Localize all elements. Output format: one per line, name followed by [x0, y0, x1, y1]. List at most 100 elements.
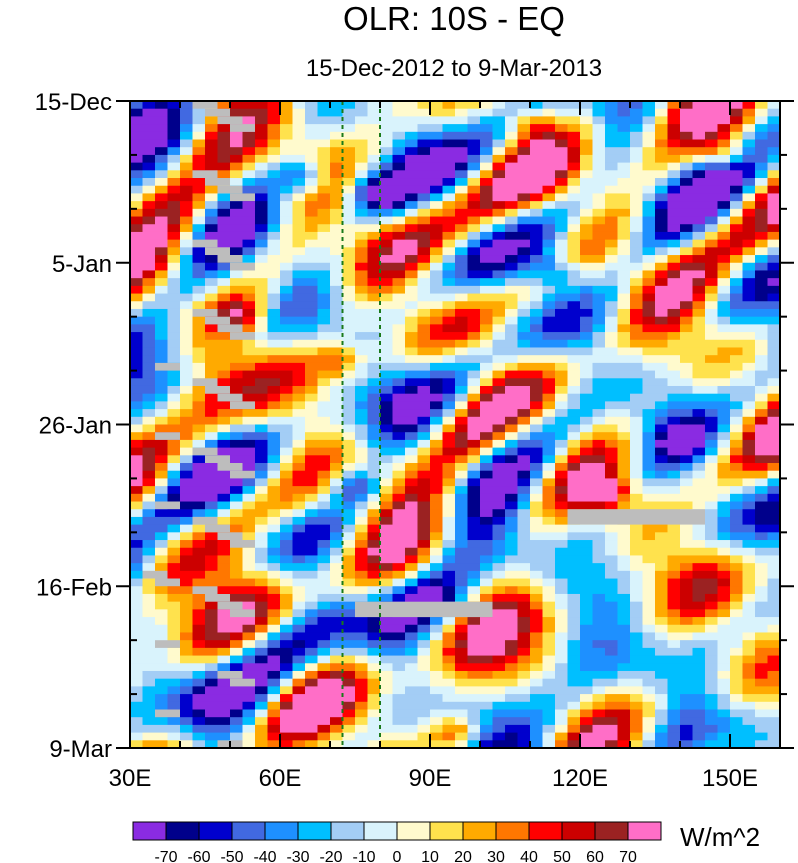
heatmap-cell: [330, 409, 344, 418]
heatmap-cell: [267, 709, 281, 718]
heatmap-cell: [430, 239, 444, 248]
heatmap-cell: [592, 740, 606, 748]
heatmap-cell: [255, 717, 269, 726]
heatmap-cell: [442, 324, 456, 333]
heatmap-cell: [330, 609, 344, 618]
heatmap-cell: [417, 231, 431, 241]
heatmap-cell: [667, 570, 681, 580]
heatmap-cell: [342, 663, 356, 672]
heatmap-cell: [242, 147, 256, 156]
heatmap-cell: [667, 162, 681, 171]
heatmap-cell: [217, 339, 231, 349]
heatmap-cell: [342, 193, 356, 202]
heatmap-cell: [130, 717, 144, 726]
heatmap-cell: [730, 147, 744, 156]
heatmap-cell: [192, 201, 206, 210]
heatmap-cell: [630, 262, 644, 272]
heatmap-cell: [417, 532, 431, 541]
heatmap-cell: [567, 601, 581, 610]
colorbar-swatch: [462, 821, 497, 841]
heatmap-cell: [467, 339, 481, 349]
heatmap-cell: [480, 647, 494, 657]
heatmap-cell: [192, 316, 206, 325]
heatmap-cell: [155, 347, 169, 356]
heatmap-cell: [580, 393, 594, 402]
heatmap-cell: [455, 139, 469, 148]
heatmap-cell: [617, 578, 631, 587]
heatmap-cell: [367, 478, 381, 487]
heatmap-cell: [317, 224, 331, 233]
heatmap-cell: [355, 239, 369, 248]
heatmap-cell: [130, 647, 144, 657]
heatmap-cell: [417, 378, 431, 387]
heatmap-cell: [542, 178, 556, 187]
heatmap-cell: [417, 678, 431, 687]
heatmap-cell: [680, 378, 694, 387]
heatmap-cell: [742, 308, 756, 318]
heatmap-cell: [542, 447, 556, 456]
heatmap-cell: [342, 655, 356, 664]
heatmap-cell: [280, 617, 294, 626]
heatmap-cell: [542, 201, 556, 210]
heatmap-cell: [230, 131, 244, 141]
heatmap-cell: [705, 670, 719, 680]
heatmap-cell: [280, 655, 294, 664]
heatmap-cell: [255, 547, 269, 557]
heatmap-cell: [355, 524, 369, 533]
heatmap-cell: [405, 178, 419, 187]
missing-data-patch: [217, 393, 243, 402]
heatmap-cell: [680, 239, 694, 248]
heatmap-cell: [167, 516, 181, 526]
heatmap-cell: [717, 555, 731, 564]
heatmap-cell: [167, 154, 181, 164]
heatmap-cell: [267, 208, 281, 218]
heatmap-cell: [555, 378, 569, 387]
heatmap-cell: [555, 116, 569, 125]
heatmap-cell: [667, 385, 681, 395]
heatmap-cell: [705, 740, 719, 748]
heatmap-cell: [280, 108, 294, 117]
heatmap-cell: [317, 154, 331, 164]
heatmap-cell: [367, 308, 381, 318]
heatmap-cell: [592, 162, 606, 171]
heatmap-cell: [405, 717, 419, 726]
heatmap-cell: [655, 478, 669, 487]
heatmap-cell: [630, 439, 644, 449]
heatmap-cell: [655, 724, 669, 734]
heatmap-cell: [655, 162, 669, 171]
heatmap-cell: [255, 285, 269, 295]
heatmap-cell: [442, 316, 456, 325]
heatmap-cell: [530, 732, 544, 741]
heatmap-cell: [242, 347, 256, 356]
heatmap-cell: [167, 447, 181, 456]
heatmap-cell: [530, 709, 544, 718]
heatmap-cell: [505, 470, 519, 480]
heatmap-cell: [417, 524, 431, 533]
heatmap-cell: [755, 185, 769, 195]
heatmap-cell: [417, 439, 431, 449]
heatmap-cell: [167, 624, 181, 634]
heatmap-cell: [155, 724, 169, 734]
heatmap-cell: [605, 470, 619, 480]
heatmap-cell: [142, 409, 156, 418]
heatmap-cell: [180, 540, 194, 549]
heatmap-cell: [767, 663, 780, 672]
heatmap-cell: [717, 717, 731, 726]
heatmap-cell: [642, 185, 656, 195]
heatmap-cell: [705, 516, 719, 526]
heatmap-cell: [292, 262, 306, 272]
heatmap-cell: [142, 609, 156, 618]
heatmap-cell: [280, 532, 294, 541]
heatmap-cell: [542, 378, 556, 387]
heatmap-cell: [730, 678, 744, 687]
heatmap-cell: [555, 555, 569, 564]
heatmap-cell: [267, 578, 281, 587]
heatmap-cell: [242, 285, 256, 295]
heatmap-cell: [317, 170, 331, 179]
heatmap-cell: [755, 208, 769, 218]
heatmap-cell: [292, 301, 306, 310]
heatmap-cell: [280, 185, 294, 195]
heatmap-cell: [567, 278, 581, 287]
heatmap-cell: [542, 478, 556, 487]
heatmap-cell: [355, 193, 369, 202]
